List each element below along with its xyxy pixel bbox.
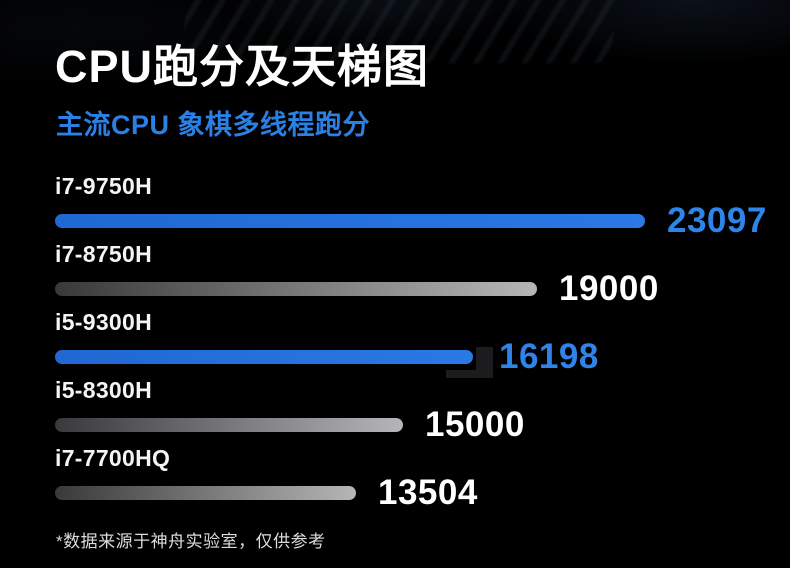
bar-line: 19000 [55, 269, 780, 309]
bar-line: 16198 [55, 337, 780, 378]
cpu-row: i7-7700HQ 13504 [55, 445, 780, 513]
chart-subtitle: 主流CPU 象棋多线程跑分 [56, 110, 371, 140]
cpu-label: i5-8300H [55, 377, 153, 403]
score-bar [55, 214, 645, 228]
score-value: 16198 [499, 337, 599, 376]
score-bar [55, 486, 356, 500]
cpu-label: i7-8750H [55, 241, 153, 267]
bar-line: 23097 [55, 201, 780, 241]
bar-line: 13504 [55, 473, 780, 513]
score-value: 15000 [425, 405, 525, 444]
score-bar [55, 350, 473, 364]
page-title: CPU跑分及天梯图 [55, 41, 430, 92]
cpu-row: i5-9300H 16198 [55, 309, 780, 378]
cpu-row: i7-9750H 23097 [55, 173, 780, 241]
score-bar [55, 282, 537, 296]
cpu-row: i5-8300H 15000 [55, 377, 780, 445]
cpu-label: i5-9300H [55, 309, 153, 335]
cpu-label: i7-7700HQ [55, 445, 171, 471]
score-value: 19000 [559, 269, 659, 308]
score-bar [55, 418, 403, 432]
render-artifact [446, 346, 493, 378]
score-value: 13504 [378, 473, 478, 512]
bar-line: 15000 [55, 405, 780, 445]
cpu-row: i7-8750H 19000 [55, 241, 780, 309]
data-source-note: *数据来源于神舟实验室，仅供参考 [56, 532, 326, 551]
cpu-label: i7-9750H [55, 173, 153, 199]
rows: i7-9750H 23097 i7-8750H 19000 i5-9300H 1… [55, 173, 780, 513]
score-value: 23097 [667, 201, 767, 240]
